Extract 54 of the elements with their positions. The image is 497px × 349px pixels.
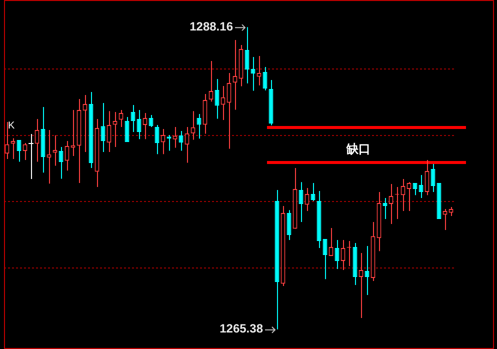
candlestick: [136, 110, 142, 140]
candlestick: [178, 130, 184, 152]
annotation: K: [8, 120, 15, 132]
candlestick: [286, 210, 292, 241]
candlestick: [310, 182, 316, 202]
candlestick: [124, 116, 130, 142]
ref-line-label: 缺口: [346, 142, 370, 156]
candlestick: [340, 240, 346, 271]
candlestick: [58, 146, 64, 180]
candlestick: [214, 78, 220, 120]
candlestick: [22, 142, 28, 161]
candlestick: [196, 113, 202, 140]
candlestick: [358, 252, 364, 318]
candlestick: [220, 85, 226, 120]
candlestick: [262, 66, 268, 91]
candlestick: [172, 126, 178, 148]
candlestick: [142, 112, 148, 140]
candlestick: [106, 110, 112, 152]
candlestick: [298, 182, 304, 223]
candlestick: [322, 238, 328, 280]
candlestick: [34, 118, 40, 162]
candlestick: [160, 128, 166, 155]
candlestick: [130, 104, 136, 133]
candlestick: [28, 134, 34, 180]
candlestick: [244, 26, 250, 84]
candlestick: [250, 56, 256, 92]
candlestick: [4, 121, 10, 160]
candlestick: [328, 227, 334, 256]
candlestick: [82, 94, 88, 152]
candlestick: [334, 240, 340, 270]
candlestick: [190, 110, 196, 140]
candlestick: [202, 93, 208, 134]
candlestick: [400, 178, 406, 212]
annotation: 1265.38: [220, 322, 264, 336]
candlestick: [226, 72, 232, 150]
candlestick: [154, 124, 160, 155]
candlestick: [184, 126, 190, 164]
candlestick: [232, 39, 238, 110]
annotation: 1288.16: [190, 19, 234, 34]
candlestick: [430, 164, 436, 193]
candlestick: [100, 102, 106, 152]
candlestick: [304, 188, 310, 212]
candlestick: [64, 140, 70, 172]
candlestick: [412, 182, 418, 196]
candlestick: [16, 140, 22, 162]
candlestick: [148, 114, 154, 128]
candlestick: [208, 60, 214, 102]
candlestick: [118, 110, 124, 128]
candlestick: [406, 182, 412, 212]
candlestick: [424, 160, 430, 196]
candlestick: [418, 174, 424, 198]
candlestick: [364, 246, 370, 296]
candlestick: [388, 184, 394, 224]
candlestick: [382, 197, 388, 220]
